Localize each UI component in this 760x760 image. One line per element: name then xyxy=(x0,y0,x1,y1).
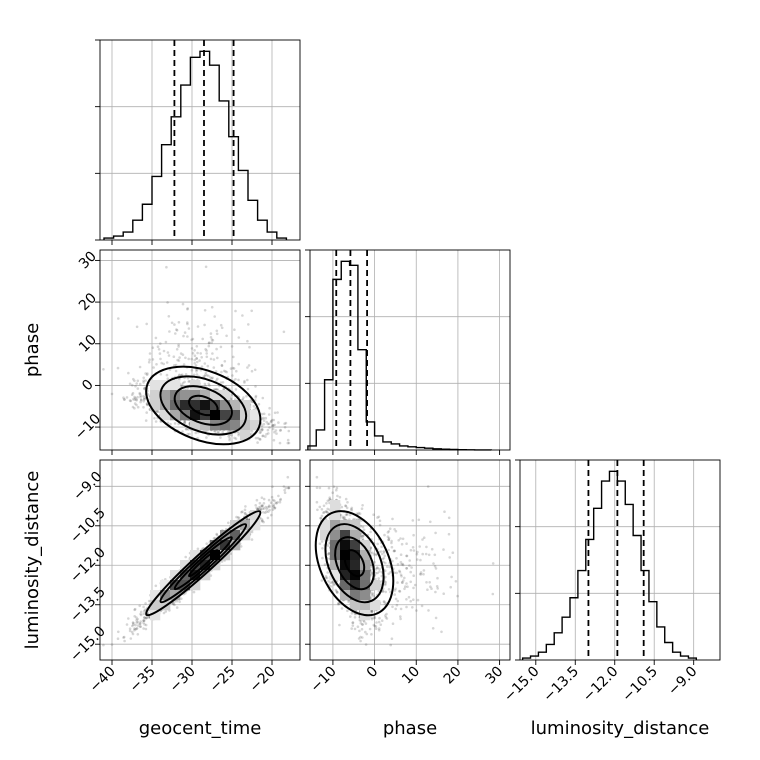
histogram-geocent-time xyxy=(103,50,288,240)
gridlines xyxy=(100,40,300,240)
x-tick-label: 0 xyxy=(364,664,382,682)
y-tick-label: 20 xyxy=(76,290,100,314)
x-tick-label: −20 xyxy=(247,664,279,696)
y-tick-label: 0 xyxy=(79,377,97,395)
x-tick-label: −9.0 xyxy=(665,664,700,699)
y-tick-label: 30 xyxy=(76,248,100,272)
contour xyxy=(173,536,233,591)
joint-panel-phase-vs-geocent-time: −10 0 10 20 30 xyxy=(72,248,301,455)
y-tick-label: 10 xyxy=(76,332,100,356)
contour xyxy=(145,365,262,446)
x-tick-label: −40 xyxy=(87,664,119,696)
x-tick-label: −10 xyxy=(308,664,340,696)
contour xyxy=(343,549,366,578)
x-tick-label: −10.5 xyxy=(619,664,661,706)
x-tick-label: 20 xyxy=(441,664,465,688)
x-tick-label: 10 xyxy=(399,664,423,688)
x-tick-label: −15.0 xyxy=(501,664,543,706)
contour xyxy=(159,375,248,436)
x-tick-label: −12.0 xyxy=(580,664,622,706)
joint-panel-luminosity-distance-vs-phase: −10 0 10 20 30 xyxy=(305,459,511,696)
gridlines xyxy=(520,460,720,660)
x-tick-label: −35 xyxy=(127,664,159,696)
panel-frame xyxy=(99,39,301,241)
panel-frame xyxy=(309,249,511,451)
contour xyxy=(314,510,395,617)
joint-panel-luminosity-distance-vs-geocent-time: −40 −35 −30 −25 −20−15.0−13.5−12.0−10.5−9.0 xyxy=(67,459,301,696)
x-axis-label-luminosity-distance: luminosity_distance xyxy=(531,718,710,739)
contour xyxy=(145,510,262,617)
panel-frame xyxy=(309,459,511,661)
x-tick-label: −13.5 xyxy=(540,664,582,706)
x-axis-label-geocent-time: geocent_time xyxy=(139,718,262,739)
contour xyxy=(324,523,385,604)
x-tick-label: −25 xyxy=(207,664,239,696)
contour xyxy=(173,385,233,426)
hist-panel-luminosity-distance: −15.0−13.5−12.0−10.5 −9.0 xyxy=(501,459,721,706)
hist-panel-phase xyxy=(305,249,511,455)
y-axis-label-luminosity-distance: luminosity_distance xyxy=(22,471,43,650)
hist-panel-geocent-time xyxy=(95,39,301,245)
y-tick-label: −10 xyxy=(72,411,104,443)
x-tick-label: 30 xyxy=(482,664,506,688)
panel-frame xyxy=(99,459,301,661)
contour xyxy=(334,536,375,591)
contour xyxy=(188,394,219,417)
y-axis-label-phase: phase xyxy=(22,323,43,377)
contour xyxy=(188,549,219,578)
x-tick-label: −30 xyxy=(167,664,199,696)
histogram-luminosity-distance xyxy=(521,470,698,660)
panel-frame xyxy=(99,249,301,451)
panel-frame xyxy=(519,459,721,661)
contour xyxy=(159,523,248,604)
x-axis-label-phase: phase xyxy=(383,718,437,739)
